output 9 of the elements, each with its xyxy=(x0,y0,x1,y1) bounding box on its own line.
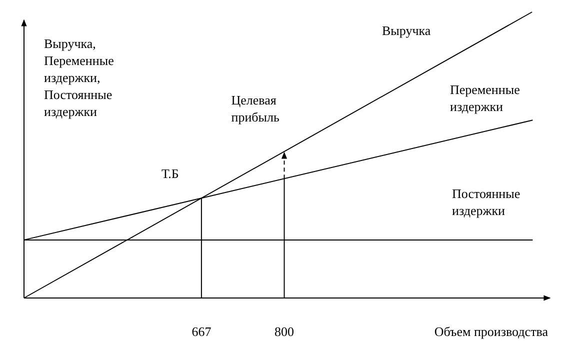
series-label: Переменные издержки xyxy=(450,82,520,114)
text: Выручка xyxy=(382,23,431,38)
x-tick-label: 800 xyxy=(274,324,294,339)
series-label: Постоянные издержки xyxy=(452,186,520,218)
annotation: Целевая прибыль xyxy=(231,92,280,125)
x-axis-title: Объем производства xyxy=(434,324,548,339)
x-tick-label: 667 xyxy=(192,324,212,339)
y-axis-title: Выручка, Переменные издержки, Постоянные издержки xyxy=(44,36,114,119)
annotation: Т.Б xyxy=(161,166,179,182)
